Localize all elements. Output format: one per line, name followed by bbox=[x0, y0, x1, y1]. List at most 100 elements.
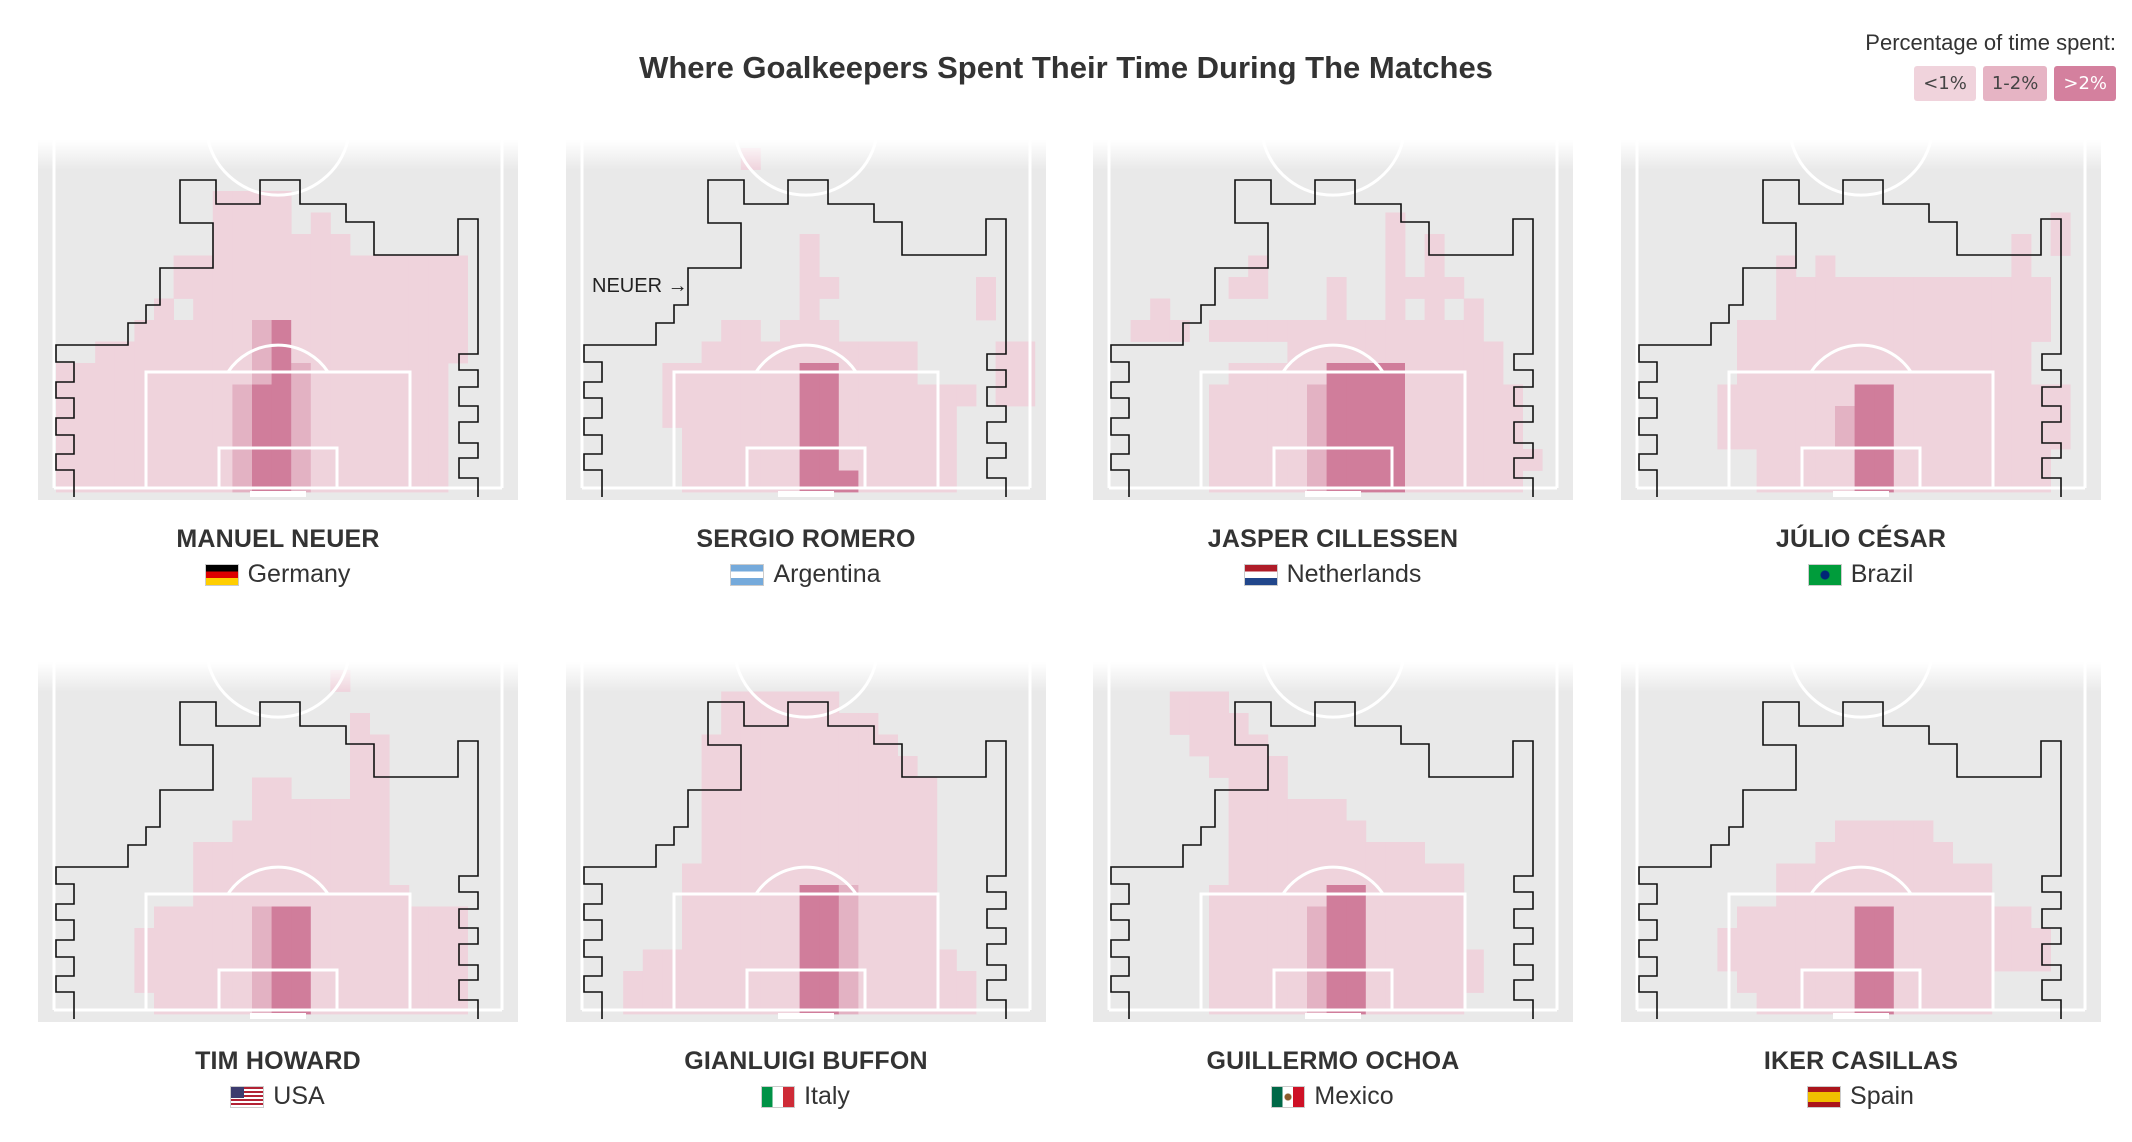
heatmap-cell bbox=[212, 341, 233, 364]
heatmap-cell bbox=[252, 191, 272, 213]
reference-outline bbox=[55, 701, 479, 1019]
heatmap-cell bbox=[350, 799, 370, 821]
heatmap-cell bbox=[193, 842, 214, 864]
heatmap-cell bbox=[2050, 427, 2071, 450]
heatmap-cell bbox=[291, 320, 312, 342]
heatmap-cell bbox=[1815, 971, 1836, 993]
heatmap-cell bbox=[1483, 406, 1504, 428]
heatmap-cell bbox=[858, 427, 879, 450]
heatmap-cell bbox=[760, 713, 781, 735]
heatmap-cell bbox=[682, 971, 702, 993]
heatmap-cell bbox=[838, 734, 859, 757]
heatmap-cell bbox=[721, 756, 742, 778]
heatmap-cell bbox=[291, 363, 312, 385]
heatmap-cell bbox=[1913, 820, 1934, 843]
heatmap-cell bbox=[448, 298, 468, 321]
heatmap-cell bbox=[956, 384, 977, 407]
heatmap-cell bbox=[760, 734, 781, 757]
player-country: Spain bbox=[1621, 1082, 2101, 1111]
heatmap-cell bbox=[1405, 928, 1425, 950]
heatmap-cell bbox=[1835, 298, 1855, 321]
heatmap-cell bbox=[1795, 427, 1816, 450]
heatmap-cell bbox=[780, 842, 800, 864]
heatmap-cell bbox=[1854, 885, 1875, 907]
heatmap-cell bbox=[1015, 363, 1036, 385]
heatmap-cell bbox=[232, 363, 253, 385]
heatmap-cell bbox=[1228, 799, 1249, 821]
heatmap-cell bbox=[271, 842, 292, 864]
heatmap-cell bbox=[1795, 949, 1816, 972]
heatmap-cell bbox=[369, 277, 390, 299]
heatmap-cell bbox=[1991, 341, 2012, 364]
heatmap-cell bbox=[173, 406, 194, 428]
heatmap-cell bbox=[1444, 427, 1465, 450]
heatmap-cell bbox=[838, 427, 859, 450]
heatmap-cell bbox=[1756, 341, 1777, 364]
heatmap-cell bbox=[1365, 363, 1386, 385]
heatmap-cell bbox=[1835, 277, 1855, 299]
heatmap-cell bbox=[1893, 363, 1914, 385]
heatmap-cell bbox=[897, 427, 918, 450]
heatmap-cell bbox=[56, 363, 76, 385]
penalty-arc bbox=[226, 343, 330, 373]
heatmap-cell bbox=[701, 449, 722, 471]
heatmap-cell bbox=[2011, 949, 2032, 972]
heatmap-cell bbox=[1307, 406, 1327, 428]
heatmap-cell bbox=[350, 906, 370, 929]
heatmap-cell bbox=[819, 777, 840, 800]
heatmap-cell bbox=[330, 906, 351, 929]
heatmap-cell bbox=[232, 277, 253, 299]
goal-area bbox=[1800, 968, 1922, 1012]
heatmap-cell bbox=[134, 320, 155, 342]
heatmap-cell bbox=[369, 406, 390, 428]
heatmap-cell bbox=[1424, 949, 1445, 972]
heatmap-cell bbox=[1893, 298, 1914, 321]
heatmap-cell bbox=[212, 928, 233, 950]
heatmap-cell bbox=[858, 756, 879, 778]
heatmap-cell bbox=[1405, 320, 1425, 342]
brazil-flag-icon bbox=[1808, 564, 1841, 585]
heatmap-cell bbox=[271, 406, 292, 428]
heatmap-cell bbox=[780, 406, 800, 428]
heatmap-cell bbox=[271, 777, 292, 800]
heatmap-cell bbox=[134, 363, 155, 385]
heatmap-cell bbox=[1463, 949, 1484, 972]
heatmap-cell bbox=[2011, 277, 2032, 299]
heatmap-cell bbox=[1874, 277, 1895, 299]
heatmap-cell bbox=[154, 406, 174, 428]
heatmap-cell bbox=[1385, 363, 1406, 385]
heatmap-cell bbox=[858, 449, 879, 471]
heatmap-cell bbox=[1893, 928, 1914, 950]
heatmap-cell bbox=[408, 427, 429, 450]
heatmap-cell bbox=[682, 449, 702, 471]
heatmap-cell bbox=[193, 320, 214, 342]
heatmap-cell bbox=[721, 799, 742, 821]
heatmap-cell bbox=[173, 949, 194, 972]
heatmap-cell bbox=[878, 406, 898, 428]
heatmap-cell bbox=[858, 949, 879, 972]
heatmap-cell bbox=[799, 756, 820, 778]
heatmap-cell bbox=[2011, 384, 2032, 407]
heatmap-cell bbox=[1346, 885, 1367, 907]
heatmap-cell bbox=[878, 756, 898, 778]
heatmap-cell bbox=[1913, 341, 1934, 364]
heatmap-cell bbox=[1365, 320, 1386, 342]
heatmap-cell bbox=[1248, 777, 1269, 800]
heatmap-cell bbox=[1405, 906, 1425, 929]
heatmap-cell bbox=[858, 863, 879, 886]
heatmap-cell bbox=[1913, 277, 1934, 299]
heatmap-cell bbox=[1287, 949, 1308, 972]
heatmap-cell bbox=[1209, 906, 1229, 929]
heatmap-cell bbox=[819, 427, 840, 450]
heatmap-cell bbox=[1365, 971, 1386, 993]
heatmap-cell bbox=[389, 449, 410, 471]
heatmap-cell bbox=[369, 756, 390, 778]
heatmap-cell bbox=[1737, 384, 1757, 407]
heatmap-cell bbox=[389, 320, 410, 342]
heatmap-cell bbox=[1424, 255, 1445, 278]
heatmap-cell bbox=[1933, 971, 1953, 993]
heatmap-cell bbox=[878, 427, 898, 450]
heatmap-cell bbox=[721, 863, 742, 886]
heatmap-cell bbox=[448, 971, 468, 993]
heatmap-cell bbox=[1463, 449, 1484, 471]
